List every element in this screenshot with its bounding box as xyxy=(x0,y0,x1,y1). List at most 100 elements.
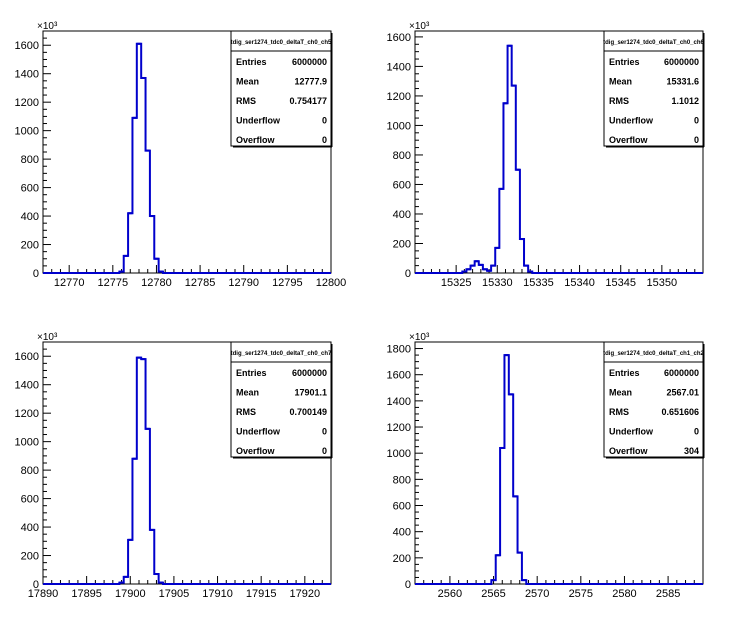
y-tick-label: 1000 xyxy=(387,448,411,460)
y-tick-label: 200 xyxy=(21,551,39,563)
y-tick-label: 1000 xyxy=(387,120,411,132)
x-tick-label: 2585 xyxy=(656,588,680,600)
y-tick-label: 1800 xyxy=(387,344,411,356)
stats-row-label: Mean xyxy=(609,77,632,87)
stats-row-label: Mean xyxy=(609,388,632,398)
y-exponent-label: ×10³ xyxy=(409,332,430,343)
stats-row-value: 0 xyxy=(694,427,699,437)
stats-row-label: Mean xyxy=(236,77,259,87)
stats-box-frame xyxy=(603,30,704,147)
stats-row-value: 6000000 xyxy=(664,57,699,67)
y-tick-label: 600 xyxy=(21,494,39,506)
stats-box-frame xyxy=(230,341,332,458)
y-tick-label: 200 xyxy=(393,553,411,565)
y-tick-label: 1600 xyxy=(387,370,411,382)
x-tick-label: 12770 xyxy=(54,277,85,289)
stats-row-label: Overflow xyxy=(236,446,276,456)
stats-row-label: Underflow xyxy=(236,427,281,437)
y-tick-label: 400 xyxy=(393,209,411,221)
y-tick-label: 1200 xyxy=(15,408,39,420)
stats-row-value: 17901.1 xyxy=(294,388,327,398)
histogram-panel: 0 200 400 600 800 1000 1200 1400 1600 1800 2560 256… xyxy=(387,332,705,600)
y-tick-label: 1600 xyxy=(15,40,39,52)
stats-row-label: Overflow xyxy=(609,446,649,456)
stats-row-value: 0.754177 xyxy=(289,96,327,106)
stats-box: tdig_ser1274_tdc0_deltaT_ch1_ch2 Entries 6… xyxy=(603,341,705,459)
y-tick-label: 600 xyxy=(21,183,39,195)
x-tick-label: 12780 xyxy=(141,277,172,289)
x-tick-label: 12785 xyxy=(185,277,216,289)
y-tick-label: 1000 xyxy=(15,437,39,449)
stats-row-value: 0 xyxy=(322,427,327,437)
y-tick-label: 1400 xyxy=(15,69,39,81)
stats-row-value: 0 xyxy=(322,135,327,145)
histogram-panel: 0 200 400 600 800 1000 1200 1400 1600 17890 17895 1… xyxy=(15,332,333,600)
y-exponent-label: ×10³ xyxy=(37,21,58,32)
x-tick-label: 12800 xyxy=(316,277,347,289)
histogram-panel: 0 200 400 600 800 1000 1200 1400 1600 12770 12775 1… xyxy=(15,21,347,289)
stats-row-label: Overflow xyxy=(609,135,649,145)
stats-row-value: 0 xyxy=(694,116,699,126)
y-tick-label: 0 xyxy=(405,579,411,591)
stats-row-label: RMS xyxy=(609,407,629,417)
y-tick-label: 200 xyxy=(21,240,39,252)
x-tick-label: 15330 xyxy=(482,277,513,289)
x-tick-label: 17920 xyxy=(290,588,321,600)
y-tick-label: 1000 xyxy=(15,126,39,138)
y-exponent-label: ×10³ xyxy=(37,332,58,343)
y-tick-label: 400 xyxy=(393,527,411,539)
stats-row-value: 0 xyxy=(322,116,327,126)
stats-box: tdig_ser1274_tdc0_deltaT_ch0_ch7 Entries 6… xyxy=(230,341,333,459)
y-tick-label: 1600 xyxy=(387,32,411,44)
x-tick-label: 15335 xyxy=(523,277,554,289)
x-tick-label: 12775 xyxy=(98,277,129,289)
y-tick-label: 1200 xyxy=(387,422,411,434)
x-tick-label: 12790 xyxy=(228,277,259,289)
stats-title: tdig_ser1274_tdc0_deltaT_ch0_ch5 xyxy=(231,40,332,46)
stats-row-value: 0 xyxy=(694,135,699,145)
y-tick-label: 1400 xyxy=(387,396,411,408)
x-tick-label: 15340 xyxy=(564,277,595,289)
y-exponent-label: ×10³ xyxy=(409,21,430,32)
stats-row-label: Entries xyxy=(609,57,640,67)
x-tick-label: 2575 xyxy=(569,588,593,600)
y-tick-label: 400 xyxy=(21,211,39,223)
stats-row-label: Entries xyxy=(609,368,640,378)
x-tick-label: 2560 xyxy=(438,588,462,600)
y-tick-label: 200 xyxy=(393,238,411,250)
x-tick-label: 17915 xyxy=(246,588,277,600)
stats-row-label: Entries xyxy=(236,368,267,378)
x-tick-label: 17900 xyxy=(115,588,146,600)
stats-box: tdig_ser1274_tdc0_deltaT_ch0_ch5 Entries 6… xyxy=(230,30,333,148)
stats-row-value: 2567.01 xyxy=(666,388,699,398)
stats-row-label: Underflow xyxy=(609,116,654,126)
x-tick-label: 15345 xyxy=(605,277,636,289)
x-tick-label: 17890 xyxy=(28,588,59,600)
y-tick-label: 800 xyxy=(393,474,411,486)
y-tick-label: 0 xyxy=(33,579,39,591)
x-tick-label: 12795 xyxy=(272,277,303,289)
stats-row-label: RMS xyxy=(236,96,256,106)
stats-row-value: 304 xyxy=(684,446,699,456)
y-tick-label: 600 xyxy=(393,501,411,513)
stats-row-value: 6000000 xyxy=(292,368,327,378)
stats-row-label: RMS xyxy=(236,407,256,417)
y-tick-label: 800 xyxy=(21,154,39,166)
stats-box: tdig_ser1274_tdc0_deltaT_ch0_ch6 Entries 6… xyxy=(603,30,705,148)
y-tick-label: 0 xyxy=(33,268,39,280)
x-tick-label: 2565 xyxy=(481,588,505,600)
x-tick-label: 15350 xyxy=(647,277,678,289)
x-tick-label: 17910 xyxy=(202,588,233,600)
y-tick-label: 1400 xyxy=(15,380,39,392)
stats-row-value: 0 xyxy=(322,446,327,456)
histogram-series-line xyxy=(415,354,703,585)
stats-row-value: 6000000 xyxy=(664,368,699,378)
stats-title: tdig_ser1274_tdc0_deltaT_ch1_ch2 xyxy=(603,351,704,357)
stats-row-label: Entries xyxy=(236,57,267,67)
stats-row-label: RMS xyxy=(609,96,629,106)
stats-row-value: 0.651606 xyxy=(661,407,699,417)
y-tick-label: 1200 xyxy=(15,97,39,109)
histogram-panel: 0 200 400 600 800 1000 1200 1400 1600 15325 15330 1… xyxy=(387,21,705,289)
stats-row-value: 15331.6 xyxy=(666,77,699,87)
stats-row-label: Overflow xyxy=(236,135,276,145)
